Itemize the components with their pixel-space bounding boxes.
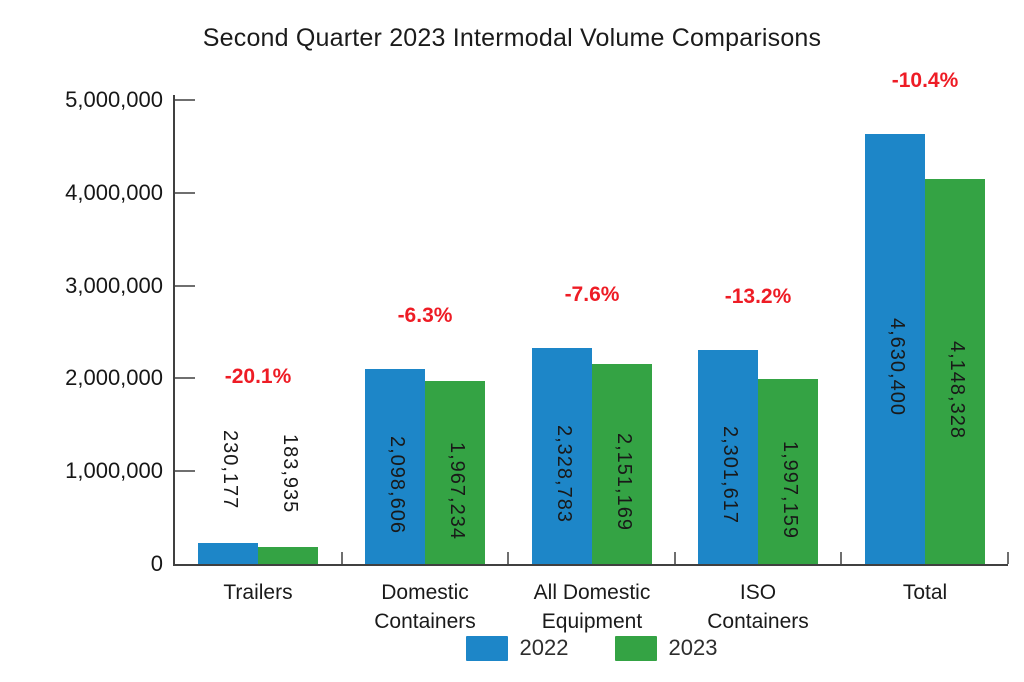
value-label-2022-iso-containers: 2,301,617 [719, 426, 741, 524]
legend-swatch-2022 [465, 635, 508, 661]
x-axis-tick [840, 552, 842, 564]
legend-label-2023: 2023 [668, 635, 718, 660]
x-axis-label-line: Containers [707, 610, 809, 633]
value-label-2022-all-domestic-equipment: 2,328,783 [553, 425, 575, 523]
x-axis-tick [341, 552, 343, 564]
pct-change-label-all-domestic-equipment: -7.6% [564, 283, 620, 306]
value-label-2023-iso-containers: 1,997,159 [779, 441, 801, 539]
pct-change-label-domestic-containers: -6.3% [397, 304, 453, 327]
legend-label-2022: 2022 [519, 635, 569, 660]
y-axis-tick [175, 99, 195, 101]
value-label-2022-total: 4,630,400 [886, 318, 908, 416]
legend-item-2022: 2022 [465, 635, 569, 661]
y-axis-tick [175, 192, 195, 194]
y-axis-label: 2,000,000 [65, 365, 163, 390]
value-label-2022-trailers: 230,177 [219, 430, 241, 510]
bar-2023-total [925, 179, 985, 564]
x-axis-label-line: ISO [739, 581, 777, 604]
chart-title: Second Quarter 2023 Intermodal Volume Co… [202, 24, 822, 52]
x-axis-label-domestic-containers: Domestic Containers [335, 578, 515, 636]
legend-swatch-2023 [614, 635, 657, 661]
y-axis-label: 0 [150, 551, 163, 576]
x-axis-label-iso-containers: ISO Containers [668, 578, 848, 636]
x-axis-label-total: Total [835, 578, 1015, 607]
bar-2023-domestic-containers [425, 381, 485, 564]
bar-2023-iso-containers [758, 379, 818, 564]
y-axis-line [173, 95, 175, 566]
x-axis-label-line: Equipment [541, 610, 643, 633]
y-axis-label: 1,000,000 [65, 458, 163, 483]
x-axis-label-line: Containers [374, 610, 476, 633]
legend: 2022 2023 [175, 633, 1008, 663]
pct-change-label-trailers: -20.1% [224, 365, 292, 388]
x-axis-line [173, 564, 1008, 566]
y-axis-label: 5,000,000 [65, 87, 163, 112]
y-axis-label: 3,000,000 [65, 273, 163, 298]
bar-2022-trailers [198, 543, 258, 564]
value-label-2023-trailers: 183,935 [279, 434, 301, 514]
x-axis-tick [507, 552, 509, 564]
y-axis-tick [175, 470, 195, 472]
bar-2022-iso-containers [698, 350, 758, 564]
x-axis-label-line: All Domestic [533, 581, 651, 604]
y-axis-label: 4,000,000 [65, 180, 163, 205]
x-axis-label-line: Trailers [223, 581, 293, 604]
x-axis-tick [1007, 552, 1009, 564]
legend-item-2023: 2023 [614, 635, 718, 661]
pct-change-label-iso-containers: -13.2% [724, 285, 792, 308]
x-axis-label-trailers: Trailers [168, 578, 348, 607]
value-label-2023-domestic-containers: 1,967,234 [446, 442, 468, 540]
x-axis-label-all-domestic-equipment: All Domestic Equipment [502, 578, 682, 636]
bar-2022-domestic-containers [365, 369, 425, 564]
x-axis-label-line: Domestic [381, 581, 469, 604]
bar-2023-all-domestic-equipment [592, 364, 652, 564]
value-label-2022-domestic-containers: 2,098,606 [386, 436, 408, 534]
bar-2022-total [865, 134, 925, 564]
bar-2023-trailers [258, 547, 318, 564]
bar-2022-all-domestic-equipment [532, 348, 592, 564]
x-axis-tick [674, 552, 676, 564]
y-axis-tick [175, 285, 195, 287]
value-label-2023-all-domestic-equipment: 2,151,169 [613, 433, 635, 531]
x-axis-label-line: Total [902, 581, 948, 604]
y-axis-tick [175, 377, 195, 379]
pct-change-label-total: -10.4% [891, 69, 959, 92]
value-label-2023-total: 4,148,328 [946, 341, 968, 439]
